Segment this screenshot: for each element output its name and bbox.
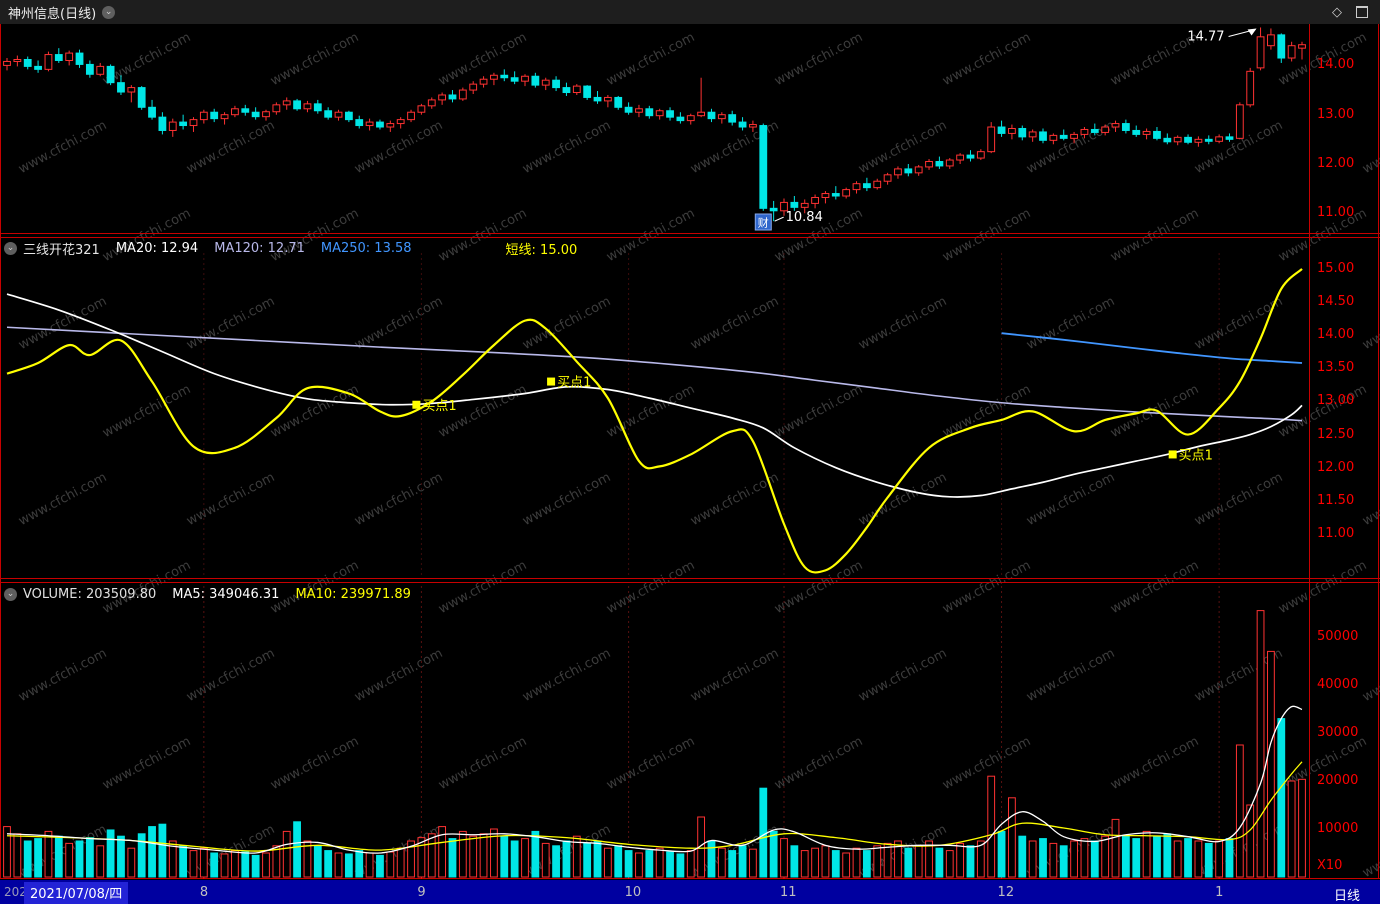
- indicator-panel-header: ⌄ 三线开花321 MA20: 12.94 MA120: 12.71 MA250…: [0, 239, 593, 258]
- buy-point-marker: [1168, 450, 1177, 459]
- chevron-down-icon[interactable]: ⌄: [4, 588, 17, 601]
- volume-panel-header: ⌄ VOLUME: 203509.80 MA5: 349046.31 MA10:…: [0, 587, 427, 602]
- x-axis-month-label: 1: [1215, 885, 1224, 900]
- volume-ma10-readout: MA10: 239971.89: [295, 587, 411, 602]
- shortline-line: [6, 268, 1303, 574]
- arrow-head-icon: [1247, 28, 1257, 36]
- ma250-line: [1001, 332, 1303, 364]
- low-annotation-leader: [774, 216, 784, 222]
- buy-point-label: 买点1: [1179, 448, 1213, 463]
- high-price-annotation: 14.77: [1187, 29, 1224, 44]
- volume-series: [3, 610, 1306, 878]
- x-axis-month-label: 9: [417, 885, 426, 900]
- ma20-readout: MA20: 12.94: [115, 241, 199, 256]
- chevron-down-icon[interactable]: ⌄: [4, 242, 17, 255]
- ma120-line: [6, 326, 1303, 422]
- x-axis-month-label: 11: [780, 885, 797, 900]
- window-title: 神州信息(日线): [8, 6, 97, 22]
- x-axis-month-label: 12: [997, 885, 1015, 900]
- titlebar-actions: ◇: [1332, 5, 1368, 20]
- buy-point-label: 买点1: [557, 376, 591, 391]
- diamond-icon[interactable]: ◇: [1332, 4, 1342, 20]
- x-axis-month-label: 10: [624, 885, 642, 900]
- volume-ma5-line: [6, 705, 1303, 854]
- x-axis-month-label: 8: [199, 885, 209, 900]
- volume-ma5-readout: MA5: 349046.31: [172, 587, 280, 602]
- indicator-name: 三线开花321: [23, 243, 100, 258]
- title-bar: 神州信息(日线) ⌄ ◇: [0, 0, 1380, 24]
- date-chip[interactable]: 2021/07/08/四: [24, 882, 129, 904]
- buy-point-marker: [412, 400, 421, 409]
- ma250-readout: MA250: 13.58: [320, 241, 412, 256]
- buy-point-label: 买点1: [422, 399, 456, 414]
- low-price-annotation: 10.84: [786, 210, 823, 225]
- axis-year-label: 202: [4, 885, 27, 899]
- news-flag-label: 财: [758, 216, 769, 230]
- buy-point-marker: [547, 377, 556, 386]
- ma120-readout: MA120: 12.71: [214, 241, 305, 256]
- volume-ma10-line: [6, 761, 1303, 852]
- volume-readout: VOLUME: 203509.80: [23, 587, 157, 602]
- restore-window-icon[interactable]: [1356, 6, 1368, 18]
- shortline-readout: 短线: 15.00: [505, 243, 578, 258]
- chevron-down-icon[interactable]: ⌄: [102, 5, 116, 19]
- candlestick-series: [3, 27, 1306, 222]
- status-bar: 202 2021/07/08/四 8 9 10 11 12 1 日线: [0, 880, 1380, 904]
- period-label: 日线: [1334, 889, 1361, 904]
- news-flag: [754, 213, 772, 231]
